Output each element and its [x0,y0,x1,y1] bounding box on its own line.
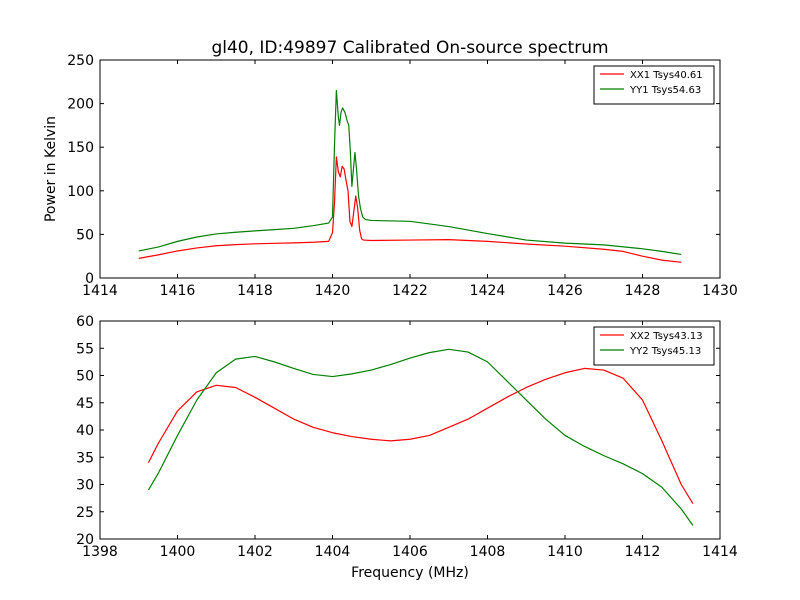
series-line-xx2 [147,367,694,504]
x-tick-label: 1414 [82,283,118,299]
y-tick-label: 40 [76,423,94,439]
x-tick-label: 1428 [625,283,661,299]
y-tick-label: 50 [76,369,94,385]
series-line-yy2 [147,348,694,526]
x-tick-label: 1424 [470,283,506,299]
y-tick-label: 200 [67,97,94,113]
y-tick-label: 150 [67,140,94,156]
x-tick-label: 1412 [625,544,661,560]
y-axis-label: Power in Kelvin [43,116,59,222]
y-tick-label: 60 [76,314,94,330]
x-tick-label: 1402 [237,544,273,560]
y-tick-label: 50 [76,227,94,243]
legend-box [593,65,715,105]
legend: XX1 Tsys40.61 YY1 Tsys54.63 [593,65,715,105]
y-tick-label: 35 [76,450,94,466]
x-tick-label: 1422 [392,283,428,299]
x-tick-label: 1430 [702,283,738,299]
figure-title: gl40, ID:49897 Calibrated On-source spec… [211,38,608,58]
series-line-yy1 [138,89,682,256]
x-tick-label: 1416 [160,283,196,299]
x-tick-label: 1426 [547,283,583,299]
y-tick-label: 20 [76,532,94,548]
x-tick-label: 1398 [82,544,118,560]
y-tick-label: 55 [76,341,94,357]
x-tick-label: 1420 [315,283,351,299]
y-tick-label: 25 [76,505,94,521]
x-axis-label: Frequency (MHz) [351,565,469,581]
series-line-xx1 [138,156,682,263]
legend-entry: XX2 Tsys43.13 [630,331,703,342]
legend: XX2 Tsys43.13 YY2 Tsys45.13 [593,326,715,366]
x-tick-label: 1414 [702,544,738,560]
plot-1: 1414 1416 1418 1420 1422 1424 1426 1428 1430 0 50 1… [43,53,738,299]
legend-entry: YY1 Tsys54.63 [629,85,701,96]
x-tick-label: 1400 [160,544,196,560]
x-tick-label: 1410 [547,544,583,560]
x-tick-label: 1406 [392,544,428,560]
y-tick-label: 250 [67,53,94,69]
y-tick-label: 100 [67,184,94,200]
x-tick-label: 1404 [315,544,351,560]
legend-entry: YY2 Tsys45.13 [629,346,701,357]
y-tick-label: 0 [85,271,94,287]
plot-2: 1398 1400 1402 1404 1406 1408 1410 1412 1414 20 25… [76,314,738,560]
y-tick-label: 30 [76,478,94,494]
legend-entry: XX1 Tsys40.61 [630,70,703,81]
legend-box [593,326,715,366]
x-tick-label: 1408 [470,544,506,560]
y-tick-label: 45 [76,396,94,412]
x-tick-label: 1418 [237,283,273,299]
